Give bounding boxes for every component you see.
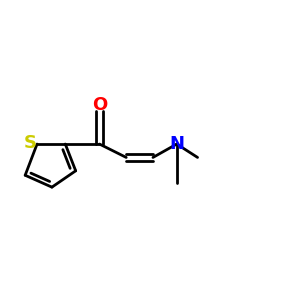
Text: N: N bbox=[169, 135, 184, 153]
Text: O: O bbox=[92, 96, 107, 114]
Text: S: S bbox=[24, 134, 37, 152]
